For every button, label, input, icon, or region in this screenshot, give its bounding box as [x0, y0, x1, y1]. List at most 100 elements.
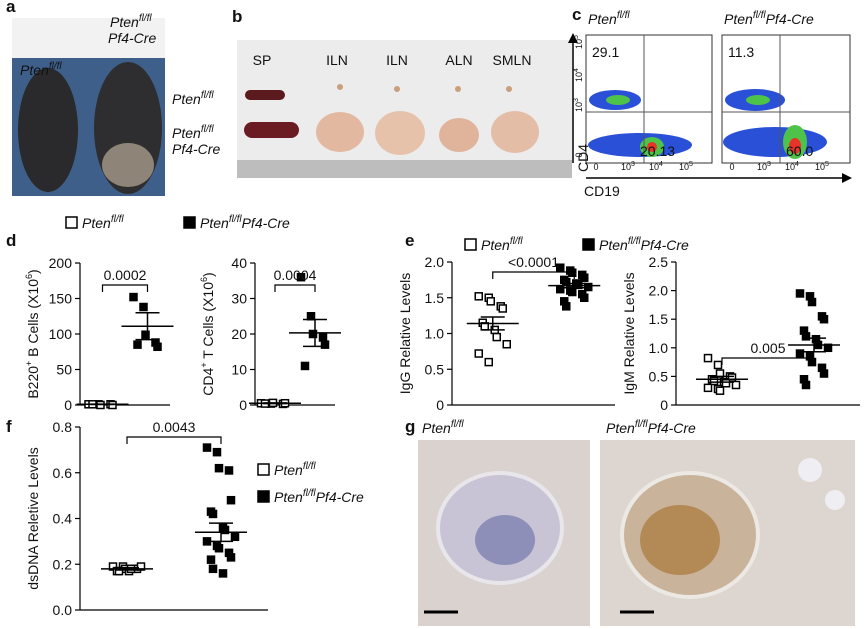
panel-letter: e: [405, 231, 414, 250]
tick-label: 103: [757, 161, 771, 172]
cre: Pf4-Cre: [316, 489, 364, 505]
data-point: [715, 386, 725, 395]
genotype-label: Ptenfl/fl: [172, 90, 214, 107]
genotype-label: Ptenfl/fl: [274, 461, 316, 478]
cre: Pf4-Cre: [172, 141, 220, 157]
quadrant-value: 29.1: [592, 44, 619, 60]
data-point: [568, 268, 577, 277]
genotype-sup: fl/fl: [139, 13, 153, 24]
genotype-sup: fl/fl: [303, 461, 317, 472]
y-tick-label: 2.0: [425, 254, 445, 270]
tick-exp: 5: [825, 161, 829, 168]
genotype-sup: fl/fl: [201, 124, 215, 135]
y-axis-label: CD4+ T Cells (X106): [199, 272, 216, 395]
label-part: ): [25, 269, 41, 274]
y-tick-label: 40: [231, 255, 247, 271]
y-tick-label: 0: [64, 397, 72, 413]
tick-base: 10: [574, 39, 584, 49]
genotype-label: Ptenfl/flPf4-Cre: [724, 10, 814, 27]
tick-exp: 4: [795, 161, 799, 168]
legend-swatch: [183, 216, 196, 229]
tick-label: 105: [815, 161, 829, 172]
y-tick-label: 1.5: [649, 311, 669, 327]
data-point: [713, 360, 723, 370]
organ-label: SP: [253, 52, 272, 68]
data-point: [801, 380, 811, 390]
y-tick-label: 1.0: [649, 340, 669, 356]
legend-swatch: [257, 490, 270, 503]
data-point: [795, 349, 805, 358]
organ-label: ALN: [445, 52, 472, 68]
genotype-label: Ptenfl/flPf4-Cre: [606, 419, 696, 436]
genotype-sup: fl/fl: [628, 236, 642, 247]
label-part: T Cells (X10: [200, 282, 216, 363]
legend-swatch: [257, 463, 270, 476]
tick-base: 10: [757, 162, 767, 172]
significance-bracket: [721, 357, 815, 365]
panel-letter: d: [6, 231, 16, 250]
label-part: B220: [25, 366, 41, 399]
y-tick-label: 0.6: [53, 465, 73, 481]
tick-label: 104: [785, 161, 799, 172]
label-sup: +: [24, 361, 34, 366]
y-tick-label: 20: [231, 326, 247, 342]
label-part: IgM Relative Levels: [621, 272, 637, 394]
p-value: <0.0001: [508, 254, 559, 270]
genotype-sup: fl/fl: [303, 488, 317, 499]
tick-base: 10: [679, 162, 689, 172]
axis-label: CD4: [575, 144, 591, 172]
data-point: [214, 463, 224, 473]
data-point: [474, 349, 483, 358]
genotype-label: Ptenfl/flPf4-Cre: [599, 236, 689, 253]
flow-plot: [585, 34, 713, 164]
data-point: [300, 361, 310, 371]
tick-label: 103: [573, 98, 584, 112]
tick-base: 10: [815, 162, 825, 172]
data-point: [795, 289, 805, 298]
data-point: [153, 342, 162, 352]
organ-label: ILN: [326, 52, 348, 68]
organ-label: ILN: [386, 52, 408, 68]
data-point: [214, 543, 224, 553]
lymph-node-photo: [237, 40, 572, 178]
y-tick-label: 100: [49, 326, 73, 342]
y-axis-label: B220+ B Cells (X106): [24, 269, 41, 398]
legend-swatch: [464, 238, 477, 251]
data-point: [556, 263, 565, 272]
y-axis-label: dsDNA Reletive Levels: [25, 447, 41, 589]
data-point: [580, 273, 589, 282]
legend-swatch: [582, 238, 595, 251]
tick-exp: 3: [767, 161, 771, 168]
gene: Pten: [588, 11, 617, 27]
gene: Pten: [274, 489, 303, 505]
data-point: [226, 495, 236, 505]
tick-exp: 3: [573, 98, 580, 102]
cre: Pf4-Cre: [242, 215, 290, 231]
gene: Pten: [172, 91, 201, 107]
data-point: [819, 314, 829, 324]
data-point: [703, 353, 713, 363]
gene: Pten: [274, 462, 303, 478]
y-tick-label: 0.5: [425, 361, 445, 377]
data-point: [486, 297, 495, 306]
data-point: [492, 332, 501, 342]
y-tick-label: 50: [56, 362, 72, 378]
label-sup: 6: [24, 274, 34, 279]
panel-letter: f: [6, 417, 12, 436]
genotype-sup: fl/fl: [617, 10, 631, 21]
data-point: [801, 332, 811, 341]
data-point: [218, 569, 228, 578]
data-point: [498, 304, 507, 313]
data-point: [202, 443, 212, 452]
y-tick-label: 150: [49, 291, 73, 307]
y-tick-label: 0.2: [53, 556, 73, 572]
data-point: [320, 340, 330, 349]
gene: Pten: [422, 420, 451, 436]
data-point: [703, 383, 713, 393]
quadrant-value: 11.3: [728, 44, 754, 60]
tick-label: 103: [621, 161, 635, 172]
tick-label: 105: [679, 161, 693, 172]
y-tick-label: 0: [660, 397, 668, 413]
genotype-sup: fl/fl: [635, 419, 649, 430]
